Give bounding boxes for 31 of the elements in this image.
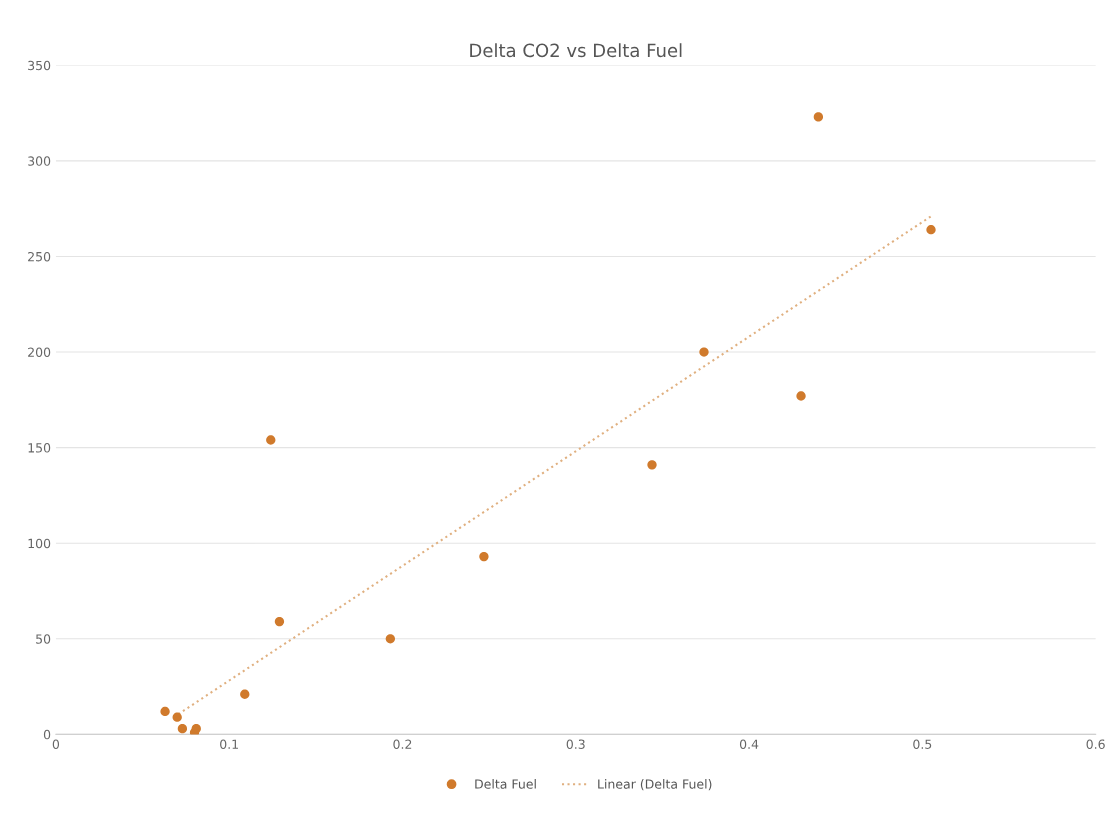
x-tick-label: 0.2 [393,739,412,749]
point [813,112,824,122]
point [796,391,806,401]
y-tick-label: 350 [28,60,51,71]
y-tick-label: 50 [36,634,51,644]
y-tick-label: 200 [28,347,51,357]
point [274,616,285,627]
point [266,435,276,445]
point [177,724,188,734]
legend-label: Delta Fuel [475,779,536,789]
point [160,706,170,717]
x-tick-label: 0.1 [220,739,238,749]
point [172,712,182,722]
x-tick-label: 0.3 [566,739,585,749]
x-tick-label: 0.4 [739,739,759,749]
y-tick-label: 100 [28,538,51,549]
point [240,689,250,699]
x-tick-label: 0.6 [1086,739,1105,749]
point [699,347,709,357]
y-tick-label: 150 [28,443,51,453]
x-tick-label: 0 [52,739,60,749]
y-tick-label: 300 [28,156,51,166]
point [479,551,489,562]
point [926,225,936,235]
legend-label: Linear (Delta Fuel) [598,779,712,791]
point [647,460,657,470]
chart-title: Delta CO2 vs Delta Fuel [470,43,682,58]
point [385,634,396,644]
y-tick-label: 0 [43,729,51,740]
x-tick-label: 0.5 [913,739,932,749]
y-tick-label: 250 [28,251,51,262]
